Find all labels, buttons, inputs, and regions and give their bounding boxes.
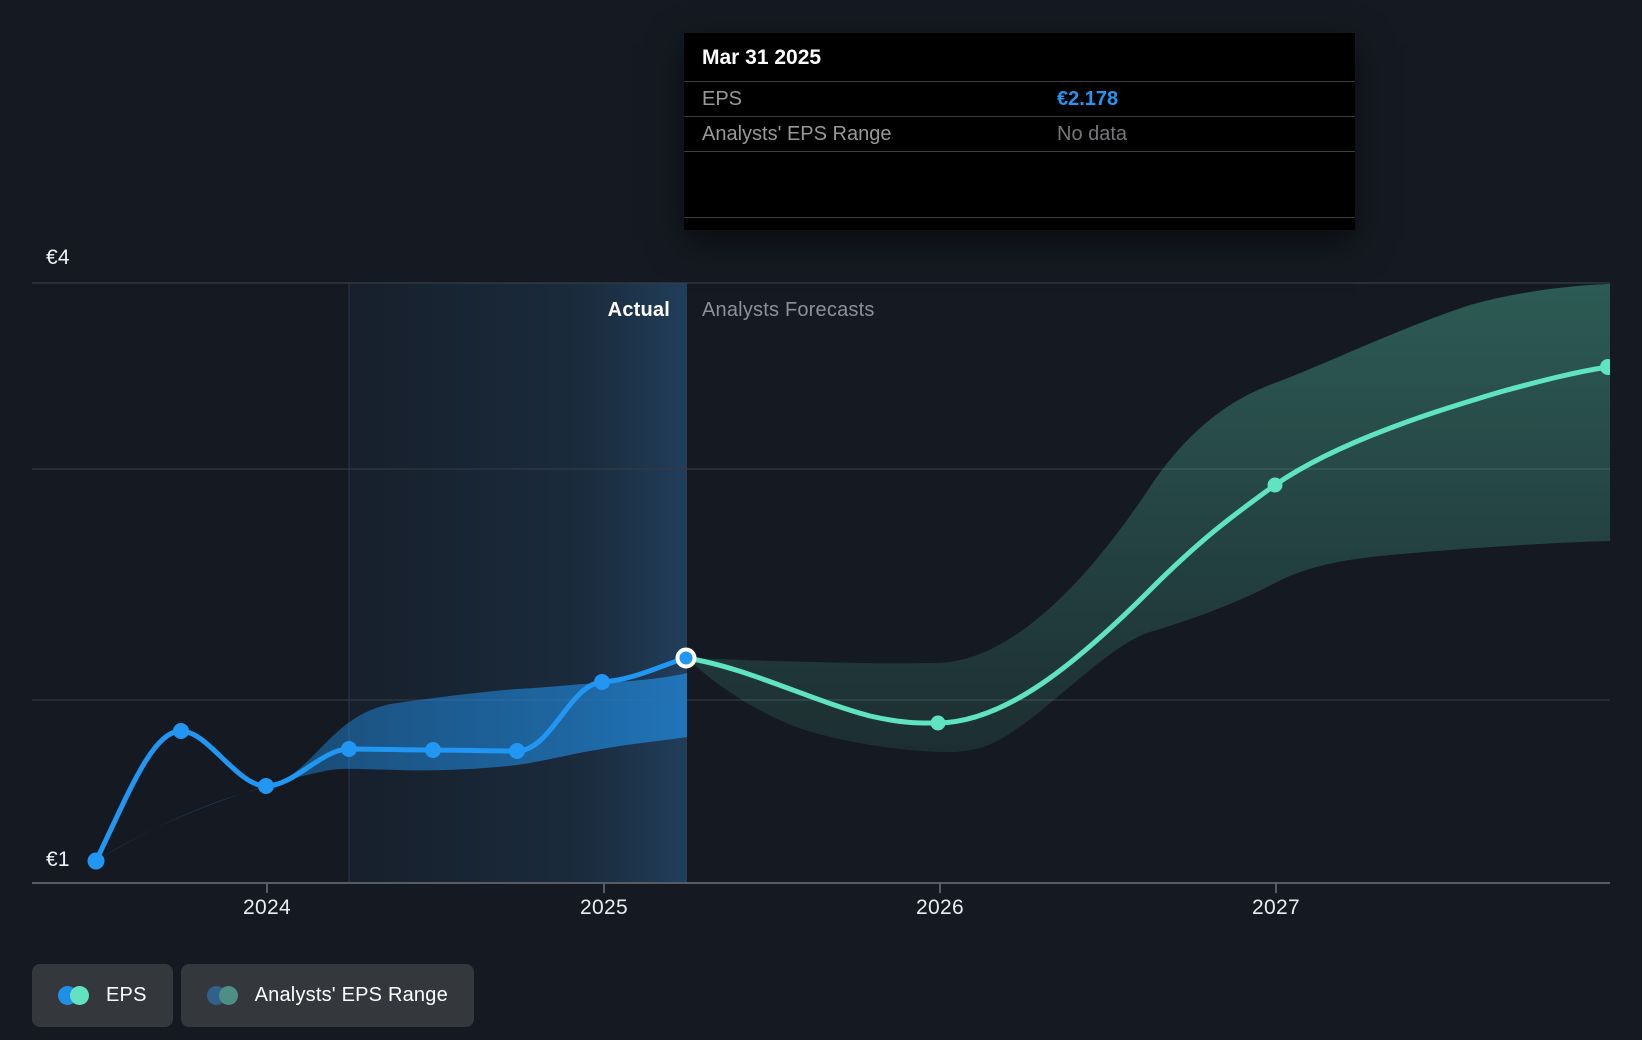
actual-point-q3-2023[interactable] bbox=[173, 723, 189, 739]
legend-range-label: Analysts' EPS Range bbox=[254, 984, 448, 1006]
forecast-eps-line bbox=[683, 364, 1610, 726]
phase-label-forecasts: Analysts Forecasts bbox=[702, 299, 875, 321]
forecast-point-2027[interactable] bbox=[1267, 477, 1283, 493]
tooltip: Mar 31 2025 EPS €2.178 Analysts' EPS Ran… bbox=[684, 33, 1355, 230]
y-axis-label-top: €4 bbox=[46, 246, 70, 269]
forecast-point-2028[interactable] bbox=[1600, 359, 1616, 375]
forecast-range-band bbox=[687, 284, 1610, 753]
tooltip-spacer bbox=[684, 152, 1355, 217]
actual-point-q2-2023[interactable] bbox=[87, 852, 105, 870]
tooltip-row-eps: EPS €2.178 bbox=[684, 82, 1355, 117]
actual-range-band bbox=[96, 673, 687, 861]
forecast-point-2026[interactable] bbox=[930, 715, 946, 731]
legend: EPS Analysts' EPS Range bbox=[32, 964, 474, 1027]
y-axis-label-bottom: €1 bbox=[46, 848, 70, 871]
legend-item-eps[interactable]: EPS bbox=[32, 964, 173, 1027]
tooltip-eps-value: €2.178 bbox=[1057, 87, 1119, 110]
tooltip-eps-label: EPS bbox=[702, 87, 743, 110]
tooltip-range-value: No data bbox=[1057, 122, 1128, 145]
tooltip-date-title: Mar 31 2025 bbox=[684, 33, 1355, 82]
x-axis bbox=[32, 882, 1610, 893]
actual-point-q3-2024[interactable] bbox=[509, 743, 525, 759]
legend-item-analysts-eps-range[interactable]: Analysts' EPS Range bbox=[180, 964, 474, 1027]
eps-series-icon bbox=[58, 985, 89, 1006]
actual-point-q2-2024[interactable] bbox=[425, 742, 441, 758]
actual-point-q1-2024[interactable] bbox=[341, 741, 357, 757]
actual-point-q4-2023[interactable] bbox=[258, 778, 274, 794]
last-year-highlight-region bbox=[349, 283, 687, 883]
x-tick-2025: 2025 bbox=[580, 896, 628, 919]
legend-eps-label: EPS bbox=[106, 984, 147, 1006]
tooltip-range-label: Analysts' EPS Range bbox=[702, 122, 892, 145]
actual-point-q4-2024[interactable] bbox=[594, 674, 610, 690]
x-tick-2024: 2024 bbox=[243, 896, 291, 919]
x-tick-2027: 2027 bbox=[1252, 896, 1300, 919]
phase-label-actual: Actual bbox=[607, 299, 670, 321]
x-tick-2026: 2026 bbox=[916, 896, 964, 919]
analysts-range-series-icon bbox=[206, 985, 238, 1006]
selected-point-mar-31-2025[interactable] bbox=[675, 647, 697, 669]
tooltip-row-range: Analysts' EPS Range No data bbox=[684, 117, 1355, 152]
tooltip-footer bbox=[684, 217, 1355, 230]
